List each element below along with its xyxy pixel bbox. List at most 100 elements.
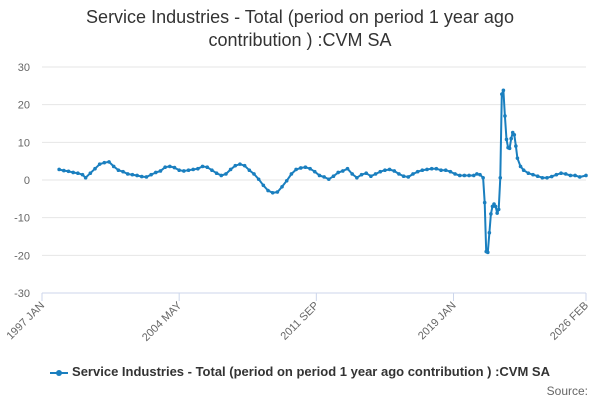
data-point[interactable] — [256, 177, 261, 182]
data-point[interactable] — [584, 173, 588, 178]
data-point[interactable] — [224, 172, 228, 176]
data-point[interactable] — [457, 173, 462, 178]
data-point[interactable] — [373, 172, 378, 176]
data-point[interactable] — [489, 212, 493, 216]
data-point[interactable] — [496, 207, 501, 212]
data-point[interactable] — [331, 174, 336, 179]
data-point[interactable] — [554, 172, 559, 177]
data-point[interactable] — [503, 114, 507, 118]
data-point[interactable] — [76, 171, 80, 176]
data-point[interactable] — [549, 174, 554, 179]
data-point[interactable] — [102, 160, 107, 165]
data-point[interactable] — [471, 173, 476, 178]
data-point[interactable] — [205, 165, 210, 169]
data-point[interactable] — [327, 177, 331, 182]
data-point[interactable] — [495, 211, 499, 215]
data-point[interactable] — [144, 175, 149, 179]
data-point[interactable] — [509, 136, 513, 141]
data-point[interactable] — [238, 162, 242, 166]
data-point[interactable] — [493, 204, 498, 209]
data-point[interactable] — [545, 175, 549, 180]
data-point[interactable] — [369, 174, 373, 179]
data-point[interactable] — [312, 169, 317, 174]
data-point[interactable] — [540, 175, 545, 180]
data-point[interactable] — [116, 168, 121, 173]
data-point[interactable] — [228, 167, 233, 172]
data-point[interactable] — [158, 169, 163, 173]
data-point[interactable] — [219, 173, 224, 178]
data-point[interactable] — [434, 166, 439, 171]
data-point[interactable] — [322, 175, 326, 179]
data-point[interactable] — [242, 163, 247, 168]
data-point[interactable] — [270, 191, 275, 195]
data-point[interactable] — [573, 173, 577, 178]
data-point[interactable] — [280, 184, 284, 189]
data-point[interactable] — [66, 169, 71, 174]
data-point[interactable] — [406, 175, 411, 179]
data-point[interactable] — [261, 183, 266, 188]
data-point[interactable] — [498, 175, 503, 180]
data-point[interactable] — [121, 169, 125, 174]
data-point[interactable] — [577, 175, 582, 179]
data-point[interactable] — [482, 200, 487, 205]
data-point[interactable] — [341, 169, 345, 173]
data-point[interactable] — [284, 178, 289, 183]
data-point[interactable] — [93, 166, 97, 171]
data-point[interactable] — [252, 172, 256, 176]
data-point[interactable] — [139, 174, 144, 179]
data-point[interactable] — [453, 172, 457, 176]
data-point[interactable] — [186, 168, 191, 173]
data-point[interactable] — [196, 166, 200, 171]
data-point[interactable] — [57, 167, 61, 172]
data-point[interactable] — [481, 175, 485, 180]
data-point[interactable] — [518, 164, 523, 169]
data-point[interactable] — [83, 175, 88, 180]
data-point[interactable] — [135, 173, 139, 178]
data-point[interactable] — [182, 169, 186, 173]
data-point[interactable] — [125, 172, 130, 176]
data-point[interactable] — [149, 172, 153, 177]
data-point[interactable] — [383, 168, 387, 173]
data-point[interactable] — [467, 173, 471, 178]
data-point[interactable] — [355, 175, 359, 180]
data-point[interactable] — [168, 164, 172, 169]
data-point[interactable] — [397, 172, 401, 176]
data-point[interactable] — [568, 173, 573, 178]
data-point[interactable] — [500, 92, 504, 96]
data-point[interactable] — [378, 169, 383, 174]
data-point[interactable] — [521, 168, 526, 173]
data-point[interactable] — [392, 169, 397, 173]
data-point[interactable] — [345, 166, 350, 171]
data-point[interactable] — [214, 171, 219, 176]
data-point[interactable] — [336, 170, 340, 175]
data-point[interactable] — [153, 170, 158, 175]
data-point[interactable] — [501, 88, 506, 93]
data-point[interactable] — [401, 174, 406, 179]
data-point[interactable] — [420, 168, 425, 173]
data-point[interactable] — [443, 168, 448, 173]
data-point[interactable] — [475, 172, 479, 176]
legend[interactable]: Service Industries - Total (period on pe… — [0, 364, 600, 379]
data-point[interactable] — [514, 144, 518, 148]
data-point[interactable] — [559, 171, 563, 176]
data-point[interactable] — [425, 167, 429, 172]
data-point[interactable] — [298, 166, 303, 170]
data-point[interactable] — [97, 162, 102, 166]
data-point[interactable] — [210, 168, 214, 173]
data-point[interactable] — [62, 168, 66, 173]
data-point[interactable] — [233, 163, 238, 168]
data-point[interactable] — [515, 156, 520, 160]
data-point[interactable] — [107, 160, 111, 164]
data-point[interactable] — [163, 165, 167, 169]
data-point[interactable] — [448, 169, 453, 174]
data-point[interactable] — [359, 172, 364, 177]
data-point[interactable] — [563, 172, 568, 176]
data-point[interactable] — [415, 169, 420, 174]
data-point[interactable] — [303, 165, 308, 169]
data-point[interactable] — [289, 172, 294, 176]
data-point[interactable] — [275, 190, 280, 194]
data-point[interactable] — [177, 168, 181, 173]
data-point[interactable] — [462, 173, 467, 178]
data-point[interactable] — [387, 167, 392, 172]
data-point[interactable] — [364, 171, 369, 176]
